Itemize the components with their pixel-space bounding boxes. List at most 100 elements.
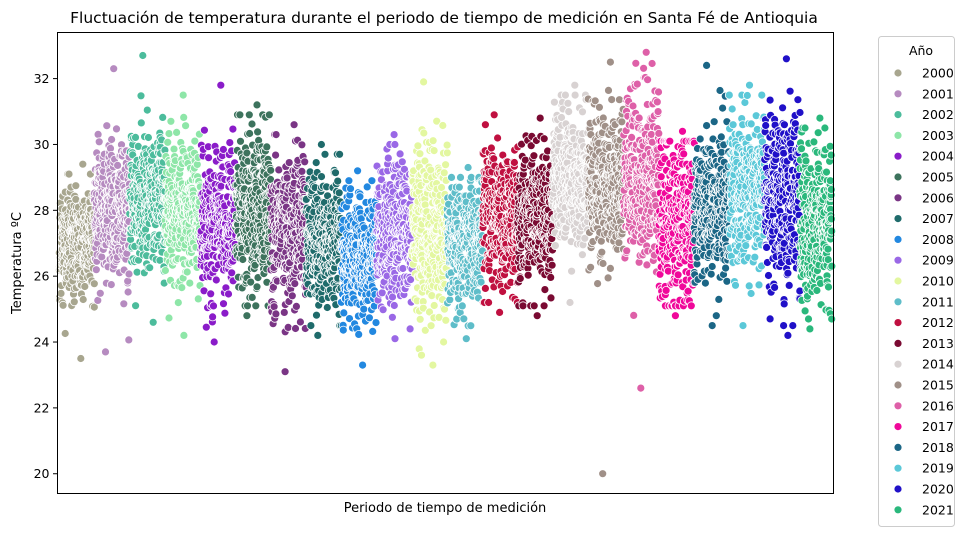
data-point: [480, 283, 490, 293]
data-point: [346, 184, 355, 194]
data-point: [445, 295, 455, 305]
data-point: [539, 301, 549, 311]
chart-title: Fluctuación de temperatura durante el pe…: [70, 9, 818, 27]
data-point: [563, 98, 573, 108]
data-point: [136, 91, 146, 101]
data-point: [415, 149, 425, 159]
data-point: [489, 110, 499, 120]
data-point: [359, 304, 369, 314]
data-point: [245, 129, 255, 138]
data-point: [441, 315, 451, 325]
data-point: [101, 347, 110, 357]
data-point: [367, 176, 377, 186]
data-point: [253, 127, 263, 137]
data-point: [209, 337, 219, 347]
data-point: [148, 317, 158, 327]
data-point: [271, 130, 281, 140]
data-point: [463, 163, 473, 172]
data-point: [136, 118, 146, 128]
data-point: [119, 299, 129, 309]
data-point: [220, 308, 230, 318]
data-point: [335, 149, 345, 159]
data-point: [76, 354, 86, 363]
series-2003: [160, 90, 205, 340]
data-point: [564, 107, 574, 116]
data-point: [131, 132, 140, 142]
data-point: [204, 153, 214, 163]
data-point: [179, 330, 189, 340]
data-point: [389, 130, 399, 140]
data-point: [113, 160, 122, 170]
data-point: [484, 298, 494, 307]
data-point: [247, 119, 257, 129]
data-point: [160, 266, 170, 275]
data-point: [547, 260, 557, 270]
data-point: [389, 301, 399, 310]
data-point: [271, 150, 281, 160]
data-point: [567, 266, 576, 276]
data-point: [427, 291, 437, 301]
data-point: [383, 153, 393, 163]
data-point: [546, 293, 556, 303]
data-point: [69, 297, 79, 307]
data-point: [107, 135, 116, 144]
data-point: [489, 154, 499, 164]
data-point: [106, 280, 116, 290]
data-point: [419, 77, 429, 87]
data-point: [297, 140, 307, 150]
data-point: [461, 334, 471, 344]
data-point: [181, 121, 191, 131]
data-point: [466, 321, 476, 331]
data-point: [354, 329, 364, 339]
data-point: [283, 322, 293, 332]
data-point: [371, 318, 381, 328]
data-point: [123, 276, 133, 286]
data-point: [518, 301, 528, 311]
data-point: [316, 140, 326, 149]
series-2001: [90, 64, 135, 357]
data-point: [219, 299, 228, 309]
data-point: [570, 80, 580, 90]
data-point: [331, 168, 340, 178]
scatter-points: [54, 47, 837, 479]
data-point: [447, 172, 456, 182]
data-point: [93, 129, 103, 139]
data-point: [439, 337, 449, 347]
data-point: [182, 267, 192, 277]
data-point: [565, 298, 575, 307]
data-point: [495, 307, 505, 317]
data-point: [306, 321, 316, 331]
data-point: [78, 159, 88, 169]
data-point: [390, 140, 400, 149]
data-point: [456, 172, 465, 182]
data-point: [529, 301, 539, 311]
data-point: [206, 289, 216, 299]
series-2011: [442, 163, 487, 344]
data-point: [428, 360, 438, 370]
data-point: [439, 168, 449, 178]
data-point: [413, 141, 423, 151]
data-point: [284, 158, 294, 168]
series-2015: [583, 57, 629, 479]
data-point: [271, 309, 281, 319]
data-point: [333, 176, 343, 186]
data-point: [515, 274, 525, 283]
data-point: [358, 360, 368, 370]
data-point: [395, 149, 405, 159]
data-point: [112, 124, 121, 134]
data-point: [398, 264, 408, 273]
data-point: [242, 311, 252, 321]
data-point: [60, 329, 70, 338]
series-2002: [125, 51, 170, 327]
data-point: [322, 303, 332, 312]
data-point: [289, 120, 299, 130]
data-point: [262, 142, 272, 152]
data-point: [208, 312, 218, 322]
data-point: [550, 97, 559, 107]
data-point: [459, 314, 469, 324]
data-point: [387, 312, 397, 322]
series-2000: [54, 159, 99, 363]
data-point: [252, 282, 262, 292]
data-point: [510, 158, 519, 167]
data-point: [578, 107, 587, 117]
